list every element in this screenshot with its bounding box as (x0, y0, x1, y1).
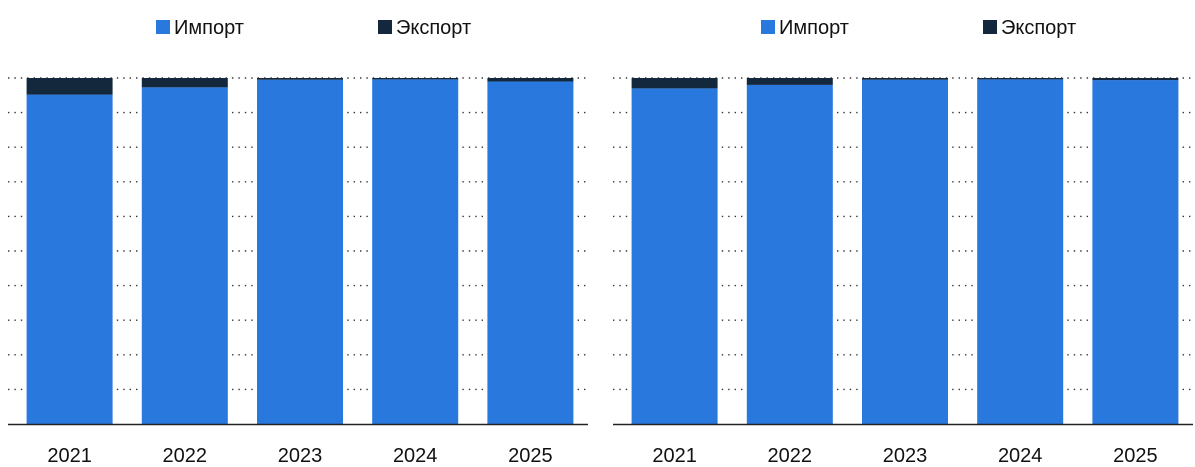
x-tick-label: 2021 (652, 445, 697, 467)
bar-import-2021 (631, 88, 718, 424)
bar-import-2022 (141, 87, 228, 424)
legend: Импорт Экспорт (761, 17, 1076, 39)
bar-import-2022 (746, 84, 833, 425)
x-tick-label: 2024 (998, 445, 1042, 467)
legend-item: Экспорт (983, 17, 1076, 39)
bar-export-2023 (257, 78, 343, 80)
bars (631, 78, 1179, 425)
bar-export-2023 (862, 78, 948, 80)
legend-label: Импорт (779, 17, 849, 39)
chart-right: Импорт Экспорт 2021 2022 2023 2024 2025 (605, 0, 1195, 467)
bar-export-2024 (977, 78, 1064, 80)
bar-import-2023 (257, 79, 343, 424)
bar-export-2021 (631, 78, 718, 89)
x-tick-label: 2024 (393, 445, 438, 467)
legend-swatch (156, 20, 170, 34)
bar-export-2025 (487, 78, 574, 82)
x-tick-label: 2022 (768, 445, 813, 467)
legend: Импорт Экспорт (156, 17, 471, 39)
legend-label: Импорт (174, 17, 244, 39)
x-tick-label: 2022 (163, 445, 208, 467)
legend-item: Импорт (156, 17, 244, 39)
legend-item: Импорт (761, 17, 849, 39)
bar-export-2024 (372, 78, 459, 80)
chart-left: Импорт Экспорт 2021 2022 2023 2024 2025 (0, 0, 590, 467)
x-tick-label: 2025 (1113, 445, 1158, 467)
chart-svg: Импорт Экспорт 2021 2022 2023 2024 2025 (8, 17, 588, 467)
x-tick-label: 2025 (508, 445, 553, 467)
legend-swatch (761, 20, 775, 34)
bar-import-2021 (26, 94, 113, 424)
legend-label: Экспорт (1001, 17, 1076, 39)
legend-swatch (378, 20, 392, 34)
legend-item: Экспорт (378, 17, 471, 39)
bar-export-2021 (26, 78, 113, 95)
bar-export-2022 (141, 78, 228, 88)
x-tick-label: 2023 (278, 445, 323, 467)
x-tick-label: 2021 (47, 445, 92, 467)
legend-label: Экспорт (396, 17, 471, 39)
bar-export-2025 (1092, 78, 1179, 81)
bar-import-2025 (487, 81, 574, 425)
bar-import-2025 (1092, 80, 1179, 425)
x-tick-label: 2023 (883, 445, 928, 467)
bar-import-2024 (977, 79, 1064, 424)
bar-export-2022 (746, 78, 833, 85)
bar-import-2024 (372, 79, 459, 424)
legend-swatch (983, 20, 997, 34)
bar-import-2023 (862, 79, 948, 424)
chart-svg: Импорт Экспорт 2021 2022 2023 2024 2025 (613, 17, 1193, 467)
bars (26, 78, 574, 425)
